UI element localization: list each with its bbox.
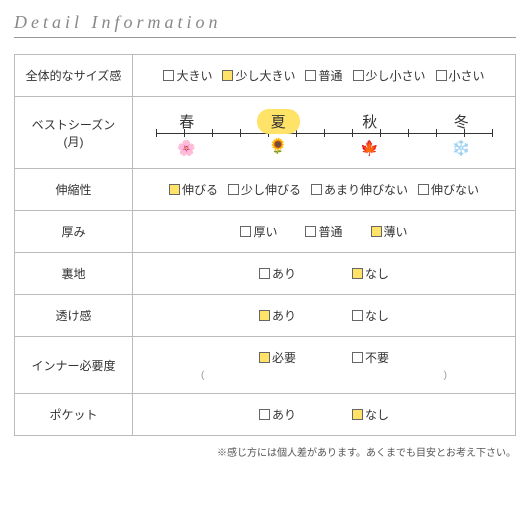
row-label-size: 全体的なサイズ感 [15, 55, 133, 97]
footnote: ※感じ方には個人差があります。あくまでも目安とお考え下さい。 [14, 444, 516, 459]
checkbox-icon [352, 310, 363, 321]
option-thickness-0[interactable]: 厚い [240, 223, 277, 240]
option-inner-1[interactable]: 不要 [352, 349, 389, 366]
option-lining-0[interactable]: あり [259, 265, 296, 282]
season-1[interactable]: 夏🌻 [233, 109, 325, 134]
option-label: 伸びない [431, 181, 479, 198]
checkbox-icon [311, 184, 322, 195]
checkbox-icon [259, 268, 270, 279]
row-label-lining: 裏地 [15, 253, 133, 295]
checkbox-icon [353, 70, 364, 81]
option-label: なし [365, 406, 389, 423]
checkbox-icon [259, 310, 270, 321]
row-opts-size: 大きい 少し大きい 普通 少し小さい 小さい [133, 55, 516, 97]
row-label-sheer: 透け感 [15, 295, 133, 337]
option-label: 小さい [449, 67, 485, 84]
row-label-inner: インナー必要度 [15, 337, 133, 394]
option-label: あり [272, 307, 296, 324]
option-label: 不要 [365, 349, 389, 366]
checkbox-icon [371, 226, 382, 237]
option-sheer-0[interactable]: あり [259, 307, 296, 324]
snowflake-icon: ❄️ [452, 139, 471, 157]
checkbox-icon [169, 184, 180, 195]
option-label: あり [272, 265, 296, 282]
option-label: なし [365, 307, 389, 324]
row-label-season: ベストシーズン(月) [15, 97, 133, 169]
option-label: あり [272, 406, 296, 423]
season-label: 春 [171, 114, 202, 131]
option-label: 少し伸びる [241, 181, 301, 198]
timeline-tick [492, 129, 493, 137]
checkbox-icon [163, 70, 174, 81]
checkbox-icon [222, 70, 233, 81]
timeline-tick [156, 129, 157, 137]
season-list: 春🌸夏🌻秋🍁冬❄️ [141, 109, 507, 156]
row-label-pocket: ポケット [15, 394, 133, 436]
flower-pink-icon: 🌸 [177, 139, 196, 157]
checkbox-icon [305, 70, 316, 81]
checkbox-icon [259, 409, 270, 420]
option-size-4[interactable]: 小さい [436, 67, 485, 84]
row-opts-thickness: 厚い 普通 薄い [133, 211, 516, 253]
row-opts-lining: あり なし [133, 253, 516, 295]
option-size-2[interactable]: 普通 [305, 67, 342, 84]
timeline-tick [324, 129, 325, 137]
checkbox-icon [228, 184, 239, 195]
row-opts-sheer: あり なし [133, 295, 516, 337]
page-title: Detail Information [14, 12, 516, 38]
row-opts-inner: 必要 不要 () [133, 337, 516, 394]
sunflower-icon: 🌻 [269, 137, 288, 155]
option-stretch-3[interactable]: 伸びない [418, 181, 479, 198]
detail-table: 全体的なサイズ感大きい少し大きい普通少し小さい小さいベストシーズン(月)春🌸夏🌻… [14, 54, 516, 436]
option-label: 薄い [384, 223, 408, 240]
option-pocket-0[interactable]: あり [259, 406, 296, 423]
option-stretch-1[interactable]: 少し伸びる [228, 181, 301, 198]
option-stretch-2[interactable]: あまり伸びない [311, 181, 408, 198]
option-label: なし [365, 265, 389, 282]
option-label: 普通 [318, 67, 342, 84]
checkbox-icon [352, 409, 363, 420]
row-label-stretch: 伸縮性 [15, 169, 133, 211]
row-label-thickness: 厚み [15, 211, 133, 253]
option-size-0[interactable]: 大きい [163, 67, 212, 84]
option-pocket-1[interactable]: なし [352, 406, 389, 423]
option-sheer-1[interactable]: なし [352, 307, 389, 324]
option-label: 伸びる [182, 181, 218, 198]
option-label: あまり伸びない [324, 181, 408, 198]
timeline-tick [408, 129, 409, 137]
checkbox-icon [259, 352, 270, 363]
checkbox-icon [436, 70, 447, 81]
season-label: 秋 [354, 114, 385, 131]
option-thickness-1[interactable]: 普通 [305, 223, 342, 240]
option-label: 少し小さい [366, 67, 426, 84]
row-seasons: 春🌸夏🌻秋🍁冬❄️ [133, 97, 516, 169]
option-label: 必要 [272, 349, 296, 366]
checkbox-icon [305, 226, 316, 237]
option-thickness-2[interactable]: 薄い [371, 223, 408, 240]
row-opts-stretch: 伸びる 少し伸びる あまり伸びない 伸びない [133, 169, 516, 211]
option-lining-1[interactable]: なし [352, 265, 389, 282]
timeline-tick [352, 129, 353, 137]
option-size-3[interactable]: 少し小さい [353, 67, 426, 84]
option-size-1[interactable]: 少し大きい [222, 67, 295, 84]
option-stretch-0[interactable]: 伸びる [169, 181, 218, 198]
option-label: 大きい [176, 67, 212, 84]
season-label: 冬 [446, 114, 477, 131]
checkbox-icon [352, 268, 363, 279]
season-2[interactable]: 秋🍁 [324, 111, 416, 132]
checkbox-icon [418, 184, 429, 195]
timeline-tick [436, 129, 437, 137]
timeline-tick [212, 129, 213, 137]
checkbox-icon [352, 352, 363, 363]
season-label: 夏 [257, 109, 300, 134]
maple-leaf-icon: 🍁 [360, 139, 379, 157]
option-label: 普通 [318, 223, 342, 240]
option-label: 厚い [253, 223, 277, 240]
timeline-tick [240, 129, 241, 137]
checkbox-icon [240, 226, 251, 237]
option-inner-0[interactable]: 必要 [259, 349, 296, 366]
row-opts-pocket: あり なし [133, 394, 516, 436]
paren-row: () [141, 370, 507, 381]
option-label: 少し大きい [235, 67, 295, 84]
